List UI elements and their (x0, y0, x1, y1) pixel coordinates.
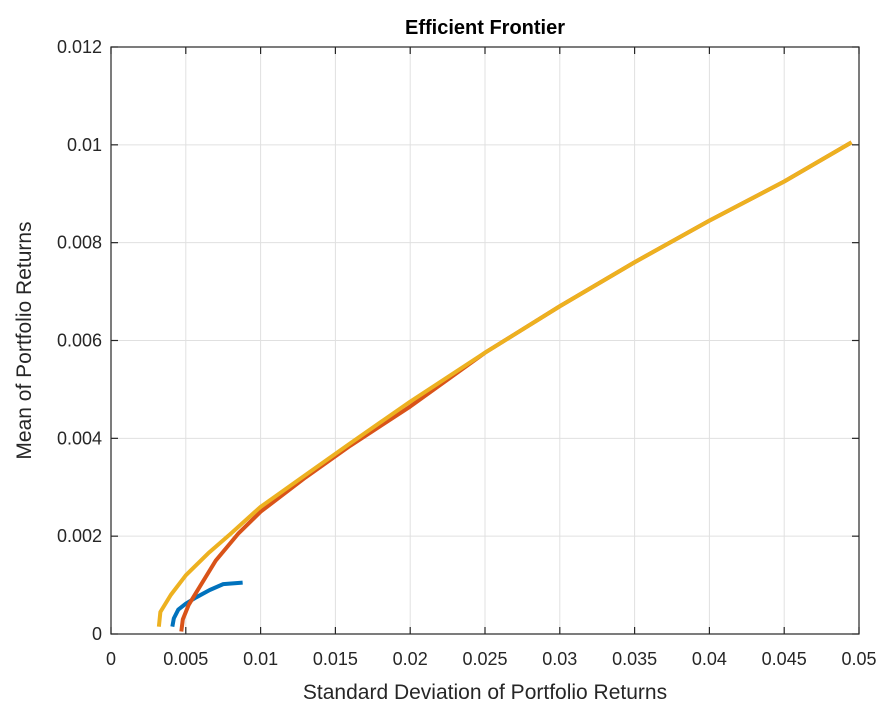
ticks: 0 0.005 0.01 0.015 0.02 0.025 0.03 0.035 0.04 0.0… (57, 37, 877, 669)
y-tick-label: 0.004 (57, 428, 102, 448)
chart-title: Efficient Frontier (405, 17, 565, 39)
y-tick-label: 0.006 (57, 331, 102, 351)
y-tick-label: 0 (92, 624, 102, 644)
x-tick-label: 0.035 (612, 649, 657, 669)
x-tick-label: 0.025 (462, 649, 507, 669)
x-tick-label: 0.03 (542, 649, 577, 669)
x-tick-label: 0.04 (692, 649, 727, 669)
series-line-2 (179, 140, 853, 632)
x-tick-label: 0.05 (841, 649, 876, 669)
x-tick-label: 0.045 (762, 649, 807, 669)
x-tick-label: 0 (106, 649, 116, 669)
y-axis-label: Mean of Portfolio Returns (13, 221, 36, 459)
x-axis-label: Standard Deviation of Portfolio Returns (303, 681, 667, 704)
series-line-3 (156, 140, 853, 627)
x-tick-label: 0.01 (243, 649, 278, 669)
series-layer (156, 140, 853, 632)
y-tick-label: 0.008 (57, 233, 102, 253)
y-tick-label: 0.01 (67, 135, 102, 155)
x-tick-label: 0.02 (393, 649, 428, 669)
x-tick-label: 0.005 (163, 649, 208, 669)
grid (111, 47, 859, 634)
y-tick-label: 0.012 (57, 37, 102, 57)
x-tick-label: 0.015 (313, 649, 358, 669)
y-tick-label: 0.002 (57, 526, 102, 546)
